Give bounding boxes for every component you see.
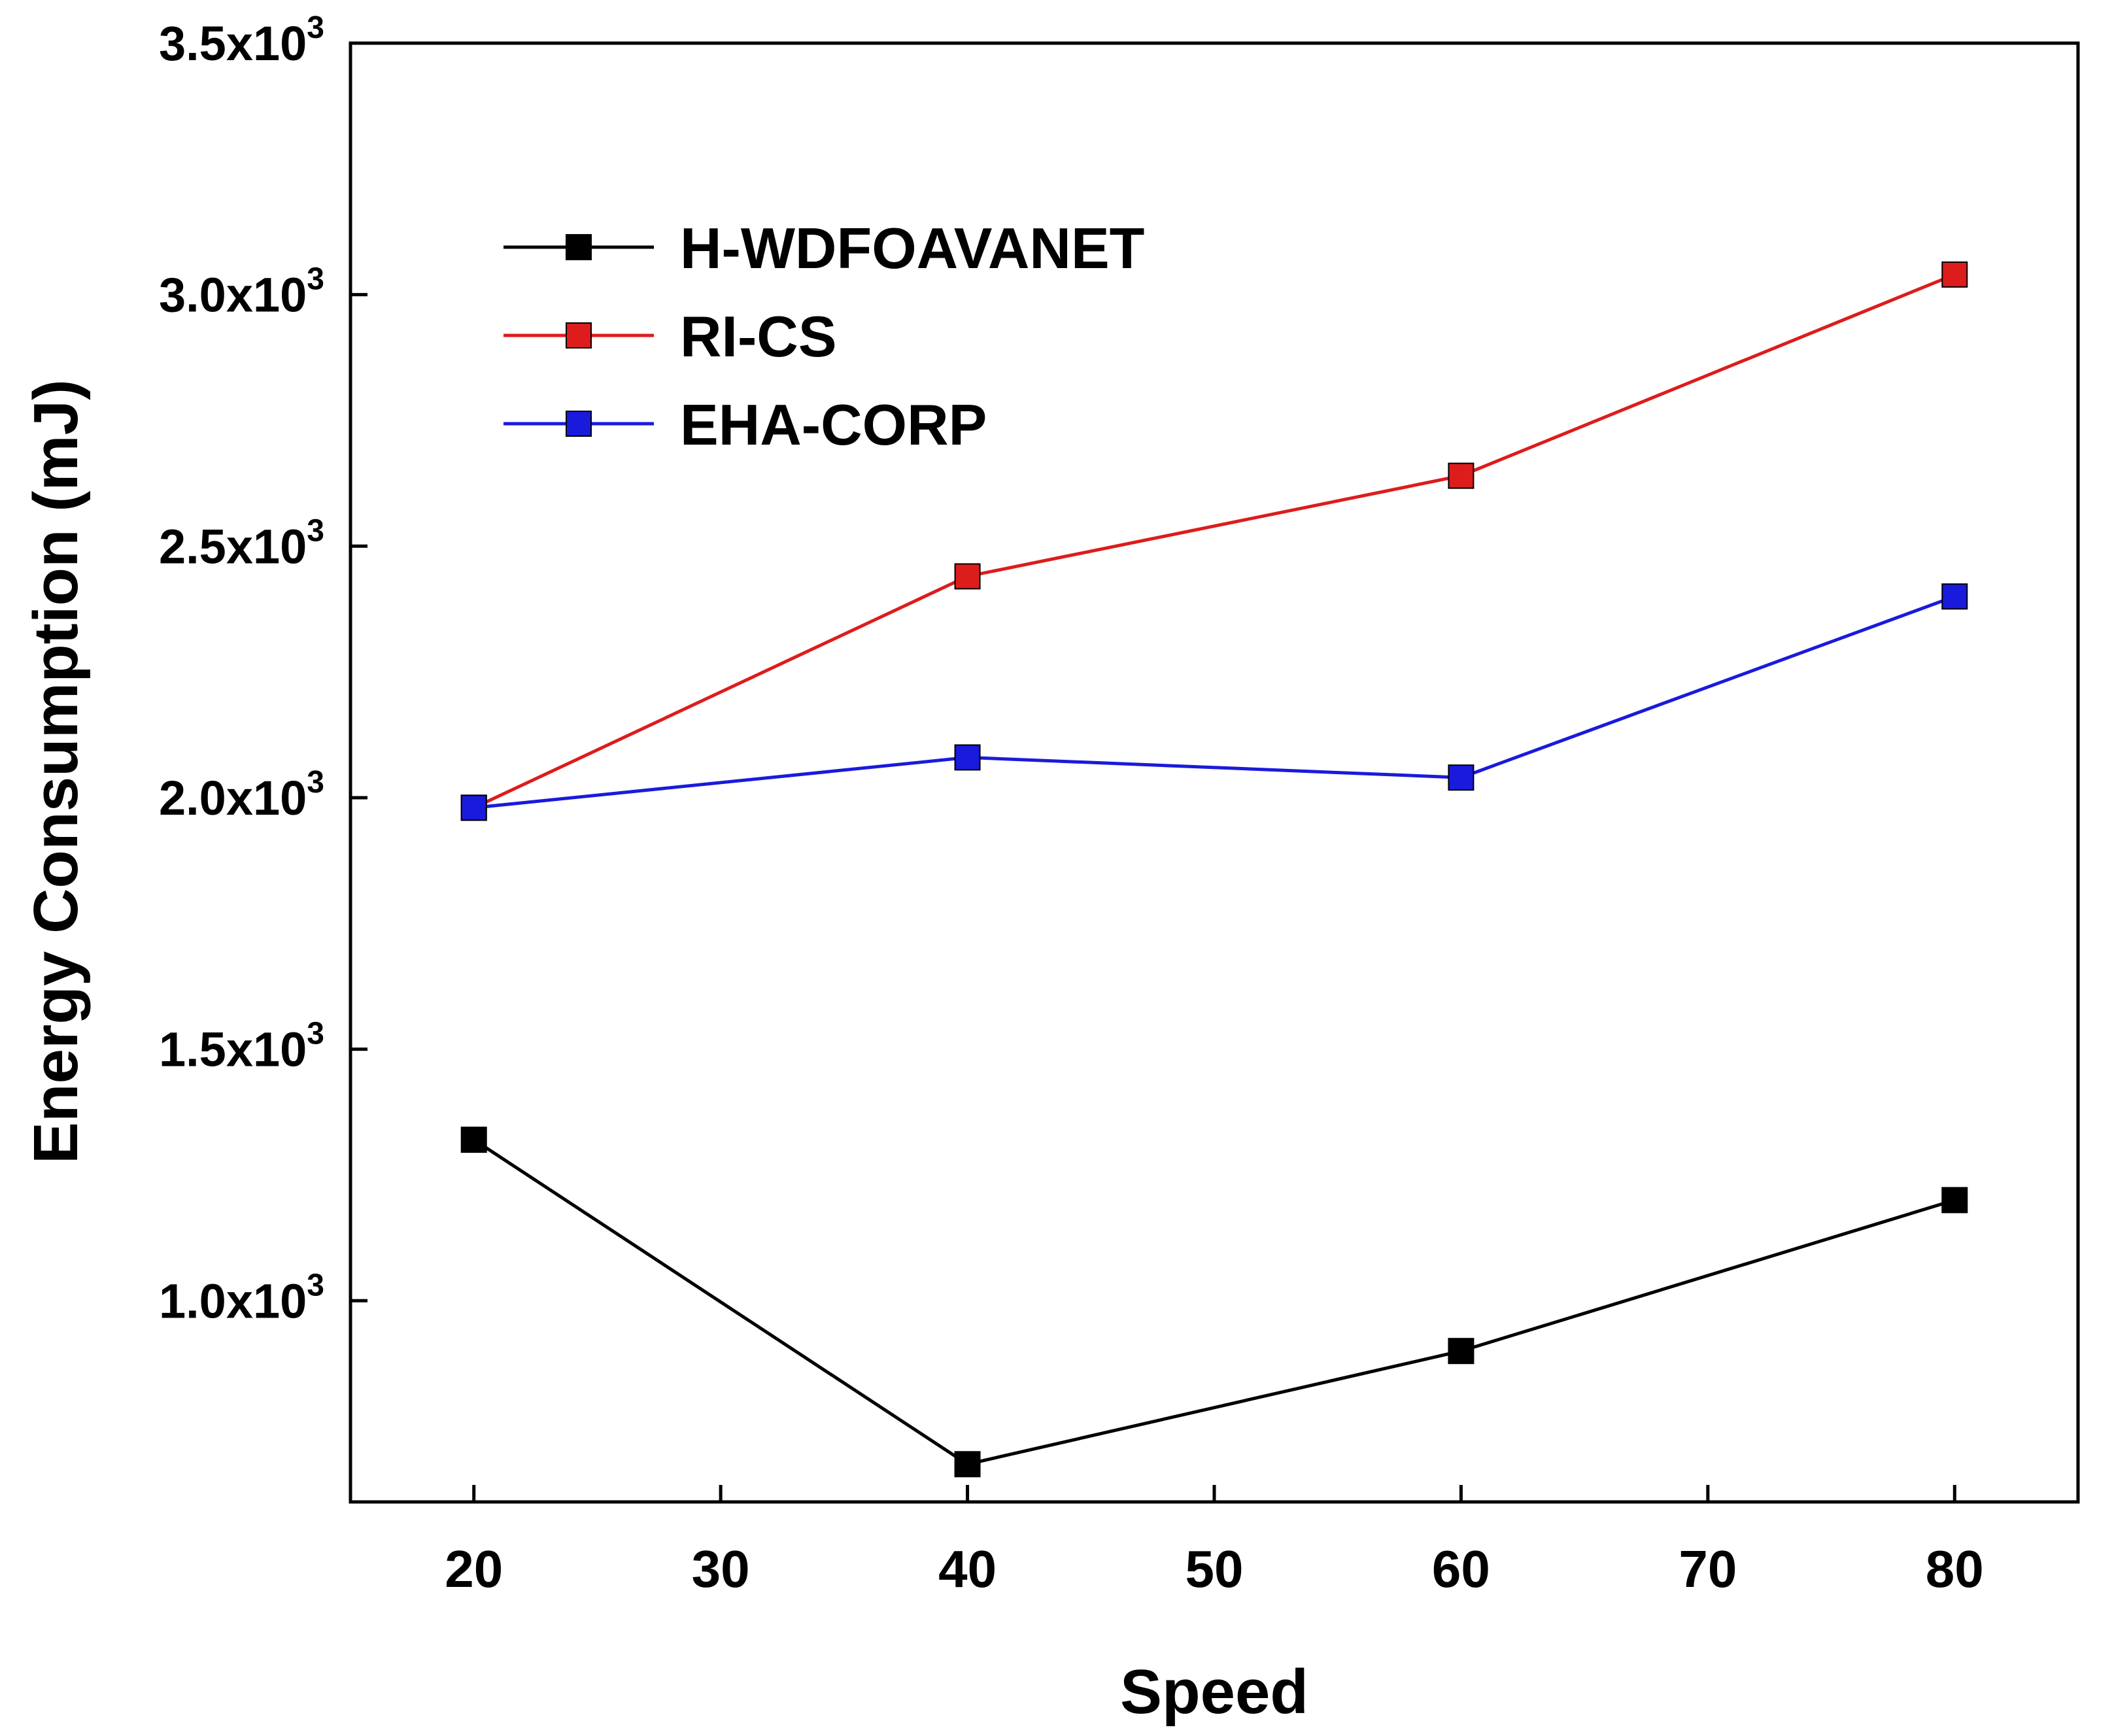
series-h-wdfoavanet (460, 1127, 1968, 1478)
x-tick-label: 50 (1185, 1540, 1244, 1598)
x-tick-label: 20 (445, 1540, 503, 1598)
x-axis-title: Speed (1120, 1657, 1308, 1727)
plot-area-frame (349, 41, 2080, 1504)
legend-entry-ri-cs: RI-CS (503, 304, 837, 369)
data-point-ri-cs (954, 563, 981, 590)
legend-entry-eha-corp: EHA-CORP (503, 392, 987, 457)
y-tick-label: 1.5x103 (159, 1017, 324, 1077)
data-point-ri-cs (1448, 462, 1475, 489)
series-line-h-wdfoavanet (473, 1138, 1956, 1466)
legend-entry-h-wdfoavanet: H-WDFOAVANET (503, 216, 1144, 281)
x-tick-label: 30 (692, 1540, 750, 1598)
data-point-h-wdfoavanet (1941, 1187, 1968, 1214)
legend-marker-eha-corp (566, 411, 592, 437)
series-layer (460, 261, 1968, 1478)
x-tick-label: 70 (1679, 1540, 1737, 1598)
y-tick-label: 2.0x103 (159, 765, 324, 825)
series-line-ri-cs (473, 273, 1956, 809)
data-point-eha-corp (1448, 764, 1475, 791)
series-line-eha-corp (473, 594, 1956, 809)
y-tick-label: 3.0x103 (159, 262, 324, 322)
data-point-h-wdfoavanet (1448, 1338, 1475, 1365)
x-tick-labels: 20 30 40 50 60 70 80 (445, 1540, 1984, 1598)
x-tick-label: 60 (1432, 1540, 1490, 1598)
legend-marker-h-wdfoavanet (566, 234, 592, 260)
data-point-eha-corp (954, 744, 981, 771)
legend-label-ri-cs: RI-CS (680, 304, 837, 369)
y-tick-label: 2.5x103 (159, 513, 324, 573)
data-point-eha-corp (1941, 583, 1968, 610)
legend-marker-ri-cs (566, 322, 592, 349)
legend-label-h-wdfoavanet: H-WDFOAVANET (680, 216, 1144, 281)
legend: H-WDFOAVANET RI-CS EHA-CORP (503, 216, 1144, 457)
series-eha-corp (460, 583, 1968, 821)
data-point-eha-corp (460, 794, 487, 821)
y-tick-labels: 1.0x103 1.5x103 2.0x103 2.5x103 3.0x103 3.5x1… (159, 10, 324, 1328)
axis-ticks (350, 41, 1956, 1502)
data-point-h-wdfoavanet (460, 1127, 487, 1153)
y-tick-label: 1.0x103 (159, 1268, 324, 1328)
data-point-h-wdfoavanet (954, 1451, 981, 1478)
legend-label-eha-corp: EHA-CORP (680, 392, 987, 457)
y-tick-label: 3.5x103 (159, 10, 324, 71)
y-axis-title: Energy Consumption (mJ) (21, 379, 91, 1164)
x-tick-label: 80 (1926, 1540, 1984, 1598)
data-point-ri-cs (1941, 261, 1968, 288)
x-tick-label: 40 (938, 1540, 997, 1598)
